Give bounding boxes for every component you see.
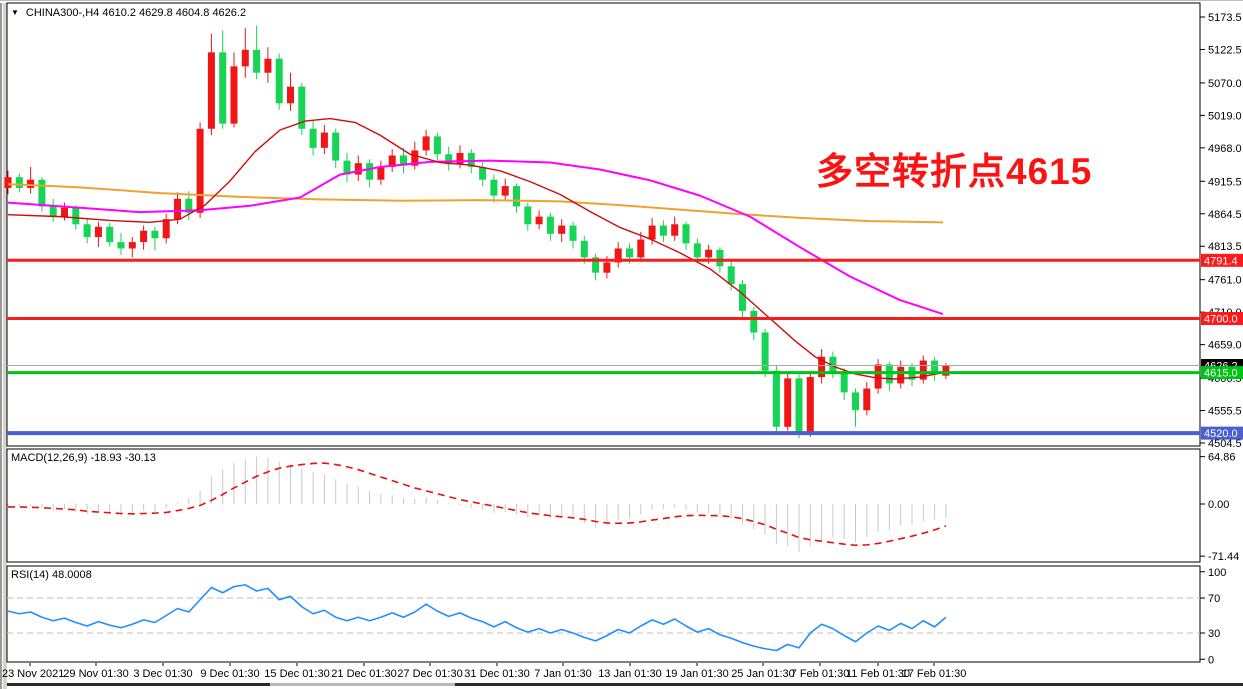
svg-text:100: 100 <box>1208 567 1226 579</box>
svg-text:4813.5: 4813.5 <box>1208 241 1242 253</box>
rsi-pane-frame <box>6 565 1201 663</box>
macd-pane-frame <box>6 448 1201 563</box>
svg-text:4615.0: 4615.0 <box>1204 368 1238 380</box>
ma-fast-line <box>7 117 948 380</box>
pane-splitter-macd-rsi[interactable] <box>7 562 1200 567</box>
window-left-edge <box>0 0 7 689</box>
svg-text:7 Jan 01:30: 7 Jan 01:30 <box>534 668 592 680</box>
window-top-edge <box>0 0 1243 3</box>
svg-text:19 Jan 01:30: 19 Jan 01:30 <box>665 668 729 680</box>
svg-text:13 Jan 01:30: 13 Jan 01:30 <box>598 668 662 680</box>
chart-title: ▼ CHINA300-,H4 4610.2 4629.8 4604.8 4626.… <box>11 7 246 19</box>
svg-text:4504.5: 4504.5 <box>1208 438 1242 450</box>
rsi-indicator-label: RSI(14) 48.0008 <box>11 569 92 581</box>
svg-text:0: 0 <box>1208 654 1214 666</box>
svg-text:21 Dec 01:30: 21 Dec 01:30 <box>331 668 396 680</box>
collapse-indicators-button[interactable]: ▼ <box>11 8 19 17</box>
time-axis[interactable] <box>7 663 1200 683</box>
scrollbar-thumb[interactable] <box>455 683 1243 686</box>
svg-text:5122.5: 5122.5 <box>1208 44 1242 56</box>
pane-splitter-main-macd[interactable] <box>7 446 1200 450</box>
rsi-line <box>7 584 947 652</box>
svg-text:31 Dec 01:30: 31 Dec 01:30 <box>464 668 529 680</box>
svg-text:-71.44: -71.44 <box>1208 551 1239 563</box>
svg-text:70: 70 <box>1208 593 1220 605</box>
macd-histogram <box>7 456 947 553</box>
price-axis[interactable] <box>1200 3 1243 663</box>
svg-text:17 Feb 01:30: 17 Feb 01:30 <box>902 668 967 680</box>
svg-text:9 Dec 01:30: 9 Dec 01:30 <box>200 668 259 680</box>
svg-text:64.86: 64.86 <box>1208 452 1236 464</box>
svg-text:25 Jan 01:30: 25 Jan 01:30 <box>731 668 795 680</box>
svg-text:4915.5: 4915.5 <box>1208 176 1242 188</box>
svg-text:29 Nov 01:30: 29 Nov 01:30 <box>63 668 128 680</box>
svg-text:7 Feb 01:30: 7 Feb 01:30 <box>791 668 850 680</box>
svg-text:4555.5: 4555.5 <box>1208 406 1242 418</box>
price-axis-labels: 5173.5 5122.5 5070.0 5019.0 4968.0 4915.5 4864… <box>1200 12 1242 450</box>
svg-text:5070.0: 5070.0 <box>1208 78 1242 90</box>
chart-title-text: CHINA300-,H4 4610.2 4629.8 4604.8 4626.2 <box>25 7 247 19</box>
svg-text:5019.0: 5019.0 <box>1208 110 1242 122</box>
svg-text:4864.5: 4864.5 <box>1208 209 1242 221</box>
ma-mid-line <box>7 159 944 316</box>
svg-text:11 Feb 01:30: 11 Feb 01:30 <box>846 668 910 680</box>
macd-signal-line <box>8 462 947 547</box>
price-badge-4520: 4520.0 <box>1201 426 1243 440</box>
macd-axis-labels: 64.86 0.00 -71.44 <box>1200 452 1239 563</box>
price-badge-4791: 4791.4 <box>1201 253 1243 267</box>
price-badge-4700: 4700.0 <box>1201 312 1243 326</box>
main-chart-pane[interactable] <box>7 3 1200 446</box>
svg-text:4700.0: 4700.0 <box>1204 314 1238 326</box>
macd-pane[interactable] <box>7 449 1200 562</box>
svg-text:3 Dec 01:30: 3 Dec 01:30 <box>133 668 192 680</box>
svg-text:0.00: 0.00 <box>1208 499 1229 511</box>
ma-slow-line <box>7 183 944 224</box>
scrollbar-segment[interactable] <box>7 683 270 686</box>
svg-text:4761.0: 4761.0 <box>1208 275 1242 287</box>
svg-text:15 Dec 01:30: 15 Dec 01:30 <box>264 668 329 680</box>
annotation-text: 多空转折点4615 <box>816 151 1093 192</box>
svg-text:4659.0: 4659.0 <box>1208 340 1242 352</box>
macd-indicator-label: MACD(12,26,9) -18.93 -30.13 <box>11 452 156 464</box>
svg-text:4968.0: 4968.0 <box>1208 143 1242 155</box>
svg-text:23 Nov 2021: 23 Nov 2021 <box>2 668 64 680</box>
svg-text:30: 30 <box>1208 628 1220 640</box>
svg-text:5173.5: 5173.5 <box>1208 12 1242 24</box>
horizontal-scrollbar[interactable] <box>7 683 1243 686</box>
svg-text:4520.0: 4520.0 <box>1204 428 1238 440</box>
svg-text:27 Dec 01:30: 27 Dec 01:30 <box>397 668 462 680</box>
svg-text:4791.4: 4791.4 <box>1204 255 1238 267</box>
price-badge-4615: 4615.0 <box>1201 366 1243 380</box>
rsi-axis-labels: 100 70 30 0 <box>1200 567 1226 666</box>
rsi-pane[interactable] <box>7 567 1200 662</box>
candles <box>4 25 950 439</box>
